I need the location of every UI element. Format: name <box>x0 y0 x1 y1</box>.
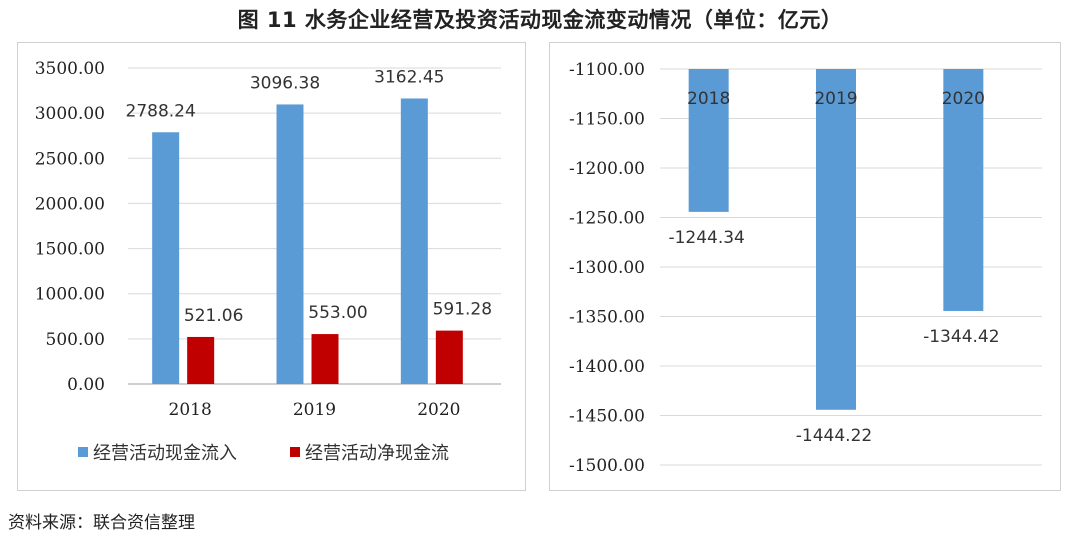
bar-inflow-2020 <box>400 98 428 384</box>
legend-label: 经营活动现金流入 <box>93 443 237 464</box>
data-label: 2788.24 <box>126 101 196 121</box>
x-tick-label: 2018 <box>169 400 212 420</box>
y-tick-label: 3000.00 <box>35 104 105 124</box>
y-tick-label: -1450.00 <box>569 407 645 427</box>
data-label: 553.00 <box>308 303 367 323</box>
y-tick-label: 2000.00 <box>35 194 105 214</box>
data-label: 521.06 <box>184 306 243 326</box>
right-bar-chart: -1100.00 -1150.00 -1200.00 -1250.00 -1300.00… <box>569 60 1042 476</box>
x-tick-label: 2020 <box>942 89 985 109</box>
source-note: 资料来源：联合资信整理 <box>8 513 195 533</box>
bar-net-2019 <box>311 334 339 384</box>
bar-net-2020 <box>435 330 463 384</box>
y-tick-label: 1000.00 <box>35 285 105 305</box>
data-label: 3162.45 <box>374 67 444 87</box>
figure-title: 图 11 水务企业经营及投资活动现金流变动情况（单位：亿元） <box>237 8 843 32</box>
x-tick-label: 2020 <box>417 400 460 420</box>
y-tick-label: -1500.00 <box>569 456 645 476</box>
data-label: 591.28 <box>433 300 492 320</box>
y-tick-label: 500.00 <box>46 330 105 350</box>
y-tick-label: -1100.00 <box>569 60 645 80</box>
y-tick-label: -1150.00 <box>569 110 645 130</box>
bar-net-2018 <box>187 336 215 384</box>
y-tick-label: -1400.00 <box>569 357 645 377</box>
legend-swatch-0 <box>78 447 88 457</box>
legend-swatch-1 <box>290 447 300 457</box>
bar-investing-2018 <box>688 69 729 212</box>
legend-label: 经营活动净现金流 <box>305 443 449 464</box>
data-label: -1444.22 <box>796 426 872 446</box>
left-chart-panel: 0.00 500.00 1000.00 1500.00 2000.00 2500.00 30… <box>17 42 526 491</box>
left-bar-chart: 0.00 500.00 1000.00 1500.00 2000.00 2500.00 30… <box>35 59 501 464</box>
y-tick-label: 0.00 <box>67 375 105 395</box>
bar-investing-2019 <box>816 69 856 410</box>
bar-inflow-2018 <box>152 132 180 384</box>
right-chart-panel: -1100.00 -1150.00 -1200.00 -1250.00 -1300.00… <box>549 42 1061 491</box>
x-tick-label: 2019 <box>293 400 336 420</box>
data-label: 3096.38 <box>250 73 320 93</box>
y-tick-label: -1350.00 <box>569 308 645 328</box>
data-label: -1244.34 <box>668 228 744 248</box>
x-tick-label: 2018 <box>687 89 730 109</box>
x-tick-label: 2019 <box>814 89 857 109</box>
y-tick-label: 1500.00 <box>35 240 105 260</box>
y-tick-label: -1250.00 <box>569 209 645 229</box>
y-tick-label: 3500.00 <box>35 59 105 79</box>
bar-investing-2020 <box>943 69 984 311</box>
data-label: -1344.42 <box>923 327 999 347</box>
y-tick-label: 2500.00 <box>35 149 105 169</box>
bar-inflow-2019 <box>276 104 304 385</box>
y-tick-label: -1300.00 <box>569 258 645 278</box>
y-tick-label: -1200.00 <box>569 159 645 179</box>
